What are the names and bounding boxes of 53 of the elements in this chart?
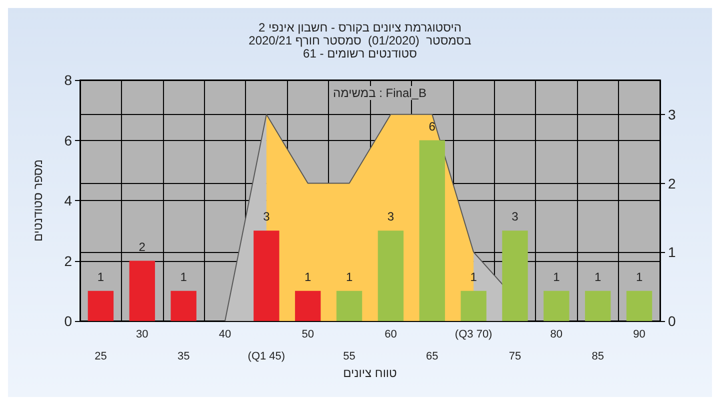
- y2-tick-label: 1: [668, 244, 676, 260]
- bar: [378, 230, 404, 321]
- x-tick-label: 60: [384, 328, 397, 340]
- y-tick-label: 2: [64, 252, 72, 269]
- x-axis-title: טווח ציונים: [343, 366, 398, 380]
- bar: [336, 290, 362, 321]
- x-tick-label: 80: [550, 328, 563, 340]
- data-label: 1: [346, 270, 353, 284]
- data-label: 1: [594, 270, 602, 284]
- data-label: 1: [636, 270, 643, 284]
- data-label: 3: [387, 210, 394, 224]
- y-tick-label: 6: [64, 132, 72, 148]
- chart-title: היסטוגרמת ציונים בקורס - חשבון אינפי 2 בסמסטר (01/2020) סמסטר חורף 2020/21 סטודנטים רשומים - 61: [248, 20, 472, 60]
- bar: [626, 290, 652, 321]
- x-tick-label: 50: [302, 328, 314, 340]
- data-label: 6: [428, 119, 436, 134]
- x-tick-label: (Q3 70): [454, 328, 492, 340]
- x-tick-label: 75: [508, 350, 522, 362]
- annotation: במשימה : Final_B: [333, 86, 426, 100]
- bar: [419, 140, 445, 321]
- data-label: 1: [470, 270, 478, 284]
- x-tick-label: 30: [136, 328, 148, 340]
- data-label: 3: [512, 210, 519, 224]
- bar: [502, 230, 528, 321]
- bar: [88, 290, 114, 321]
- bar: [170, 290, 196, 321]
- y-tick-label: 0: [64, 313, 72, 329]
- y2-tick-label: 0: [668, 313, 676, 329]
- x-tick-label: 25: [94, 350, 107, 362]
- x-tick-label: 90: [633, 328, 646, 340]
- bar: [295, 290, 321, 321]
- data-label: 1: [180, 270, 188, 284]
- bar: [585, 290, 611, 321]
- y-tick-label: 8: [64, 72, 72, 88]
- bar: [254, 230, 280, 321]
- bar: [460, 290, 486, 321]
- x-tick-label: 65: [426, 350, 438, 362]
- y2-tick-label: 3: [668, 106, 676, 122]
- data-label: 3: [263, 210, 270, 224]
- y-tick-label: 4: [64, 192, 72, 208]
- bar: [129, 260, 155, 321]
- data-label: 1: [553, 270, 560, 284]
- x-tick-label: 35: [177, 350, 190, 362]
- data-label: 1: [97, 270, 104, 284]
- bar: [544, 290, 570, 321]
- x-tick-label: 40: [218, 328, 232, 340]
- data-label: 1: [304, 270, 312, 284]
- x-tick-label: 55: [343, 350, 356, 362]
- x-tick-label: 85: [592, 350, 604, 362]
- y2-tick-label: 2: [668, 175, 676, 192]
- y-axis-title: מספר סטודנטים: [31, 159, 45, 242]
- data-label: 2: [138, 240, 146, 254]
- x-tick-label: (Q1 45): [248, 350, 286, 362]
